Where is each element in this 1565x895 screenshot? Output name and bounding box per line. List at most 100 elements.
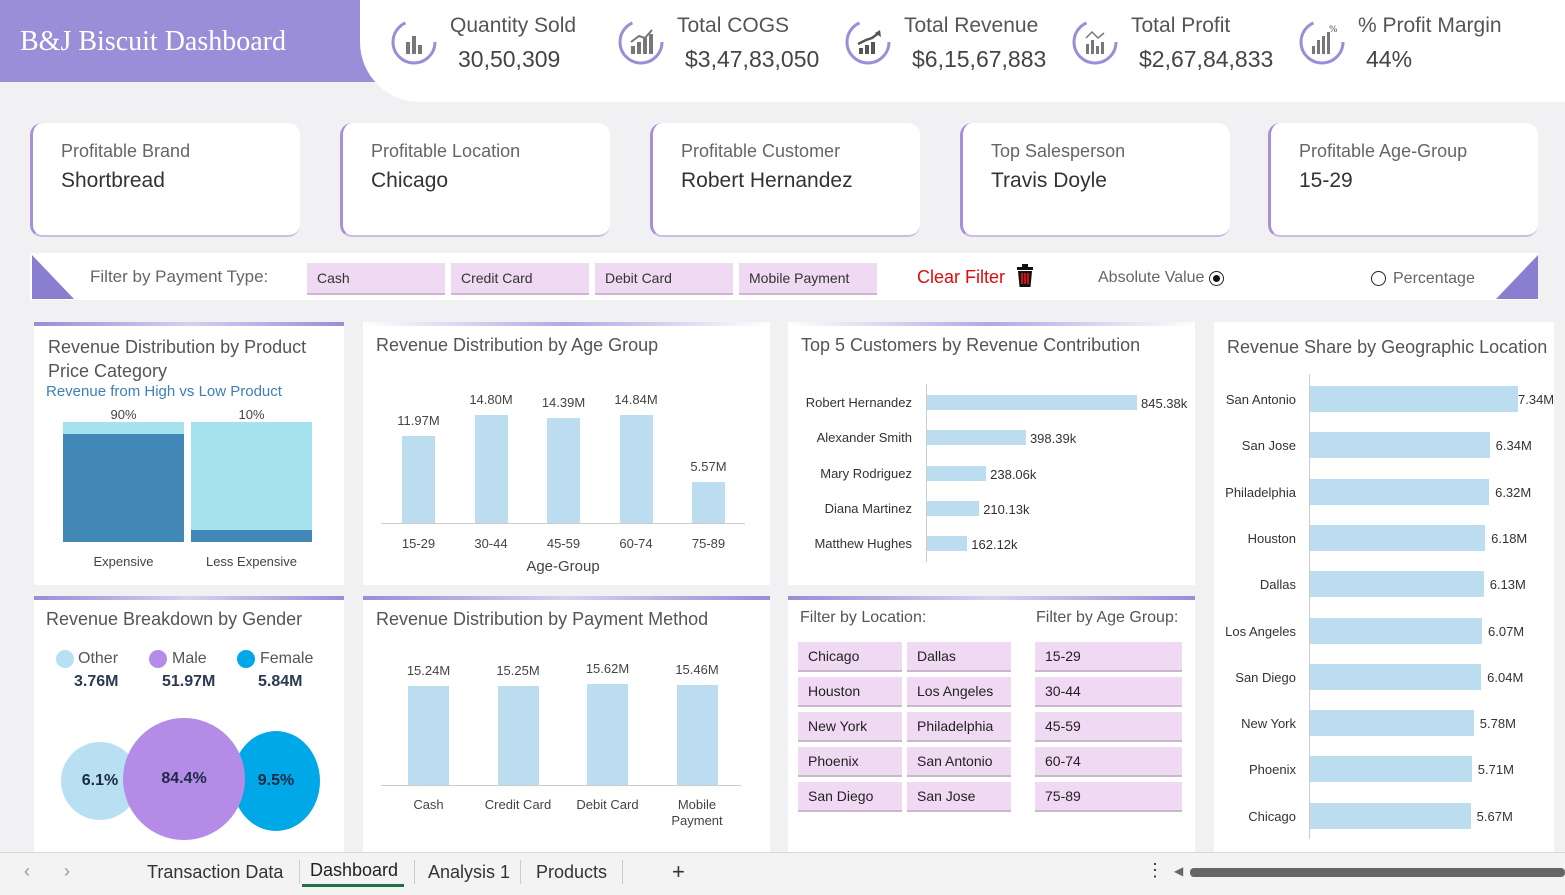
legend-label: Other xyxy=(78,650,119,667)
data-label: 6.04M xyxy=(1487,669,1524,685)
slicer-age-item[interactable]: 15-29 xyxy=(1035,642,1182,672)
slicer-location-item[interactable]: Philadelphia xyxy=(907,712,1011,742)
tab-dashboard[interactable]: Dashboard xyxy=(310,860,399,880)
data-label: 6.32M xyxy=(1495,484,1532,500)
slicer-credit-card[interactable]: Credit Card xyxy=(451,263,589,295)
card-value: Travis Doyle xyxy=(991,169,1107,192)
x-axis-label: Age-Group xyxy=(526,558,600,575)
card-label: Profitable Customer xyxy=(681,141,841,161)
slicer-location-item[interactable]: San Diego xyxy=(798,782,902,812)
bar-segment-upper xyxy=(63,422,184,434)
kpi-value: $2,67,84,833 xyxy=(1139,46,1274,72)
data-label: 398.39k xyxy=(1029,431,1077,447)
data-label: 90% xyxy=(110,407,137,422)
tab-products[interactable]: Products xyxy=(536,862,608,882)
absolute-value-radio[interactable] xyxy=(1209,271,1224,286)
decor-triangle-right xyxy=(1496,255,1538,299)
tab-separator xyxy=(299,860,300,884)
bar xyxy=(927,500,980,516)
bar-chart-icon xyxy=(391,19,437,65)
bar xyxy=(927,430,1026,446)
add-sheet-icon[interactable]: + xyxy=(672,859,685,884)
bar-segment-lower xyxy=(63,434,184,542)
bar xyxy=(927,536,968,552)
y-tick-label: San Jose xyxy=(1241,438,1296,454)
slicer-location-item[interactable]: Houston xyxy=(798,677,902,707)
data-label: 6.13M xyxy=(1489,577,1526,593)
percentage-radio[interactable] xyxy=(1371,271,1386,286)
x-tick-label: 75-89 xyxy=(691,536,726,551)
bar xyxy=(1310,802,1471,829)
y-tick-label: San Antonio xyxy=(1225,392,1296,407)
card-label: Profitable Location xyxy=(371,141,521,161)
kpi-label: Total COGS xyxy=(677,14,790,37)
x-tick-label: Credit Card xyxy=(484,797,552,812)
panel-price-category: Revenue Distribution by Product Price Ca… xyxy=(34,322,344,585)
card-profitable-customer: Profitable Customer Robert Hernandez xyxy=(650,123,920,237)
y-tick-label: New York xyxy=(1241,716,1296,732)
trash-icon[interactable] xyxy=(1015,264,1035,288)
panel-title: Revenue Breakdown by Gender xyxy=(46,609,303,629)
slicer-location-item[interactable]: New York xyxy=(798,712,902,742)
data-label: 238.06k xyxy=(990,466,1037,482)
slicer-cash[interactable]: Cash xyxy=(307,263,445,295)
panel-accent xyxy=(363,596,770,600)
slicer-age-item[interactable]: 45-59 xyxy=(1035,712,1182,742)
panel-title: Top 5 Customers by Revenue Contribution xyxy=(801,335,1141,355)
bar xyxy=(1310,710,1474,737)
panel-title: Revenue Share by Geographic Location xyxy=(1227,337,1548,357)
legend-swatch-other xyxy=(56,650,74,668)
card-top-salesperson: Top Salesperson Travis Doyle xyxy=(960,123,1230,237)
slicer-location-item[interactable]: San Antonio xyxy=(907,747,1011,777)
panel-top-customers: Top 5 Customers by Revenue Contribution … xyxy=(788,322,1195,585)
percent-chart-icon: % xyxy=(1299,19,1345,65)
x-tick-label: 15-29 xyxy=(401,536,436,551)
panel-accent xyxy=(34,596,344,600)
scroll-left-icon[interactable]: ◀ xyxy=(1174,864,1184,878)
panel-title: Revenue Distribution by Age Group xyxy=(376,335,659,355)
slicer-location-item[interactable]: San Jose xyxy=(907,782,1011,812)
x-tick-label: Mobile Payment xyxy=(671,797,723,828)
bar xyxy=(1310,663,1482,690)
analytics-icon xyxy=(1072,19,1118,65)
x-tick-label: 60-74 xyxy=(619,536,653,551)
slicer-age-item[interactable]: 60-74 xyxy=(1035,747,1182,777)
bar xyxy=(1310,432,1490,459)
bar xyxy=(474,415,508,523)
y-tick-label: Chicago xyxy=(1248,808,1296,824)
location-filter-label: Filter by Location: xyxy=(800,609,927,626)
slicer-debit-card[interactable]: Debit Card xyxy=(595,263,733,295)
x-tick-label: 45-59 xyxy=(546,536,581,551)
legend-value: 3.76M xyxy=(74,673,119,690)
next-sheet-icon[interactable]: › xyxy=(64,861,70,881)
kpi-value: 44% xyxy=(1366,46,1413,72)
data-label: 845.38k xyxy=(1141,396,1188,411)
horizontal-scrollbar[interactable] xyxy=(1190,868,1565,877)
clear-filter-button[interactable]: Clear Filter xyxy=(917,267,1006,287)
tab-analysis-1[interactable]: Analysis 1 xyxy=(428,862,511,882)
x-tick-label: 30-44 xyxy=(474,536,508,551)
bar xyxy=(587,684,628,785)
data-label: 5.78M xyxy=(1479,716,1516,732)
slicer-location-item[interactable]: Los Angeles xyxy=(907,677,1011,707)
panel-payment-method: Revenue Distribution by Payment Method 1… xyxy=(363,596,770,852)
slicer-age-item[interactable]: 75-89 xyxy=(1035,782,1182,812)
panel-geo: Revenue Share by Geographic Location San… xyxy=(1214,322,1554,852)
slicer-location-item[interactable]: Dallas xyxy=(907,642,1011,672)
slicer-mobile-payment[interactable]: Mobile Payment xyxy=(739,263,877,295)
data-label: 6.07M xyxy=(1488,623,1525,639)
title-banner: B&J Biscuit Dashboard xyxy=(0,0,380,82)
tab-transaction-data[interactable]: Transaction Data xyxy=(147,862,284,882)
x-axis-line xyxy=(381,785,741,786)
slicer-location-item[interactable]: Chicago xyxy=(798,642,902,672)
more-options-icon[interactable]: ⋮ xyxy=(1146,860,1164,880)
tab-separator xyxy=(414,860,415,884)
y-tick-label: Los Angeles xyxy=(1225,623,1296,639)
data-label: 162.12k xyxy=(971,537,1018,553)
data-label: 210.13k xyxy=(983,501,1030,517)
slicer-age-item[interactable]: 30-44 xyxy=(1035,677,1182,707)
y-tick-label: Philadelphia xyxy=(1225,484,1296,500)
slicer-location-item[interactable]: Phoenix xyxy=(798,747,902,777)
prev-sheet-icon[interactable]: ‹ xyxy=(24,861,30,881)
panel-title: Revenue Distribution by Product Price Ca… xyxy=(48,337,307,381)
